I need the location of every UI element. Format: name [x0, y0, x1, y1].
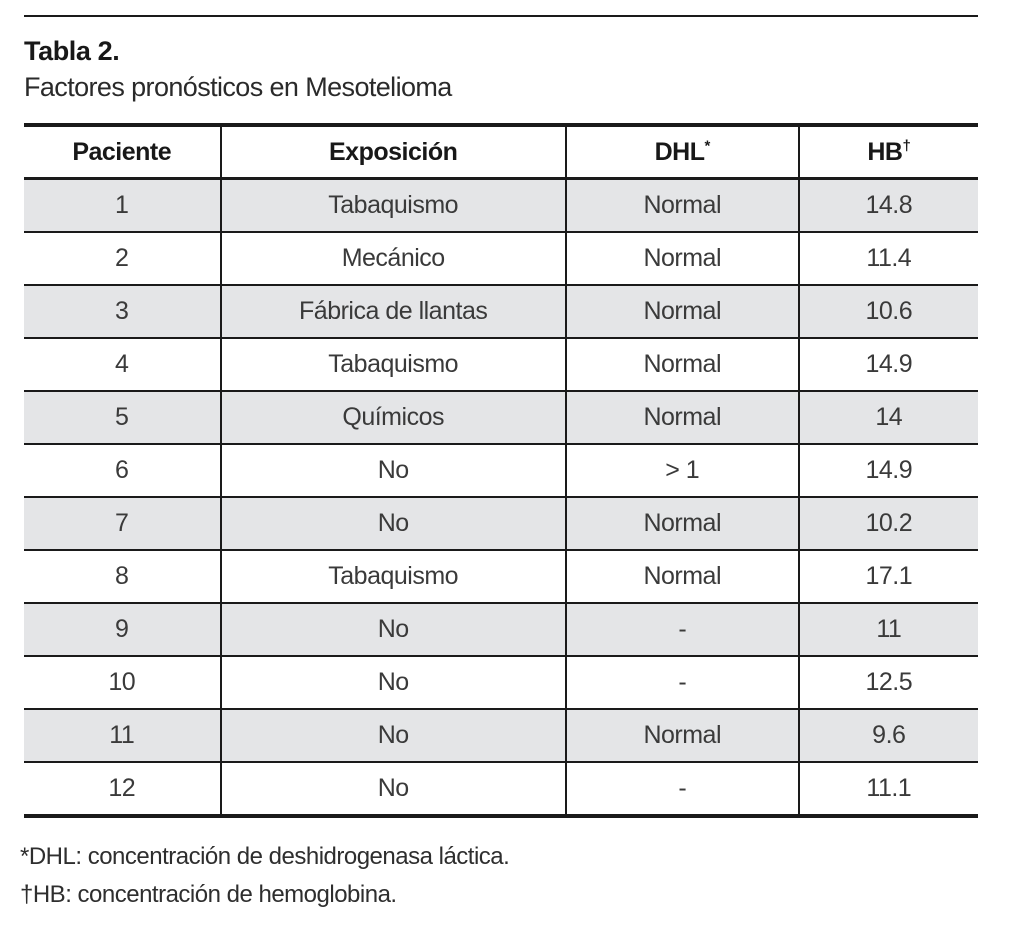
cell-exposicion: Mecánico: [219, 231, 566, 285]
cell-hb: 12.5: [797, 655, 978, 709]
cell-hb: 11: [797, 602, 978, 656]
table-row: 2 Mecánico Normal 11.4: [24, 231, 978, 285]
cell-exposicion: Tabaquismo: [219, 337, 566, 391]
col-header-dhl: DHL*: [564, 125, 799, 180]
table-row: 6 No > 1 14.9: [24, 443, 978, 497]
cell-hb: 14.9: [797, 443, 978, 497]
col-header-label: Paciente: [72, 137, 172, 166]
cell-paciente: 7: [24, 496, 221, 550]
cell-dhl: Normal: [564, 496, 799, 550]
cell-exposicion: Químicos: [219, 390, 566, 444]
cell-paciente: 1: [24, 178, 221, 232]
col-header-paciente: Paciente: [24, 125, 221, 180]
cell-exposicion: No: [219, 443, 566, 497]
cell-hb: 17.1: [797, 549, 978, 603]
table-row: 11 No Normal 9.6: [24, 708, 978, 762]
cell-dhl: Normal: [564, 178, 799, 232]
table-row: 4 Tabaquismo Normal 14.9: [24, 337, 978, 391]
cell-hb: 14.9: [797, 337, 978, 391]
footnote-marker-asterisk: *: [704, 137, 711, 155]
col-header-label: DHL: [654, 137, 705, 166]
cell-hb: 10.6: [797, 284, 978, 338]
cell-exposicion: Fábrica de llantas: [219, 284, 566, 338]
footnote-dhl: *DHL: concentración de deshidrogenasa lá…: [20, 843, 510, 870]
cell-dhl: -: [564, 761, 799, 816]
cell-paciente: 4: [24, 337, 221, 391]
cell-paciente: 3: [24, 284, 221, 338]
cell-hb: 10.2: [797, 496, 978, 550]
cell-paciente: 11: [24, 708, 221, 762]
col-header-hb: HB†: [797, 125, 978, 180]
table-title: Tabla 2.: [24, 36, 120, 66]
cell-dhl: Normal: [564, 549, 799, 603]
table-row: 9 No - 11: [24, 602, 978, 656]
cell-dhl: Normal: [564, 337, 799, 391]
table-row: 12 No - 11.1: [24, 761, 978, 816]
table-row: 5 Químicos Normal 14: [24, 390, 978, 444]
cell-exposicion: No: [219, 655, 566, 709]
table-body: 1 Tabaquismo Normal 14.8 2 Mecánico Norm…: [24, 178, 978, 816]
cell-dhl: > 1: [564, 443, 799, 497]
cell-exposicion: No: [219, 708, 566, 762]
table-row: 3 Fábrica de llantas Normal 10.6: [24, 284, 978, 338]
prognostic-factors-table: Paciente Exposición DHL* HB† 1 Tabaquism…: [24, 123, 978, 818]
table-row: 1 Tabaquismo Normal 14.8: [24, 178, 978, 232]
cell-paciente: 12: [24, 761, 221, 816]
cell-dhl: Normal: [564, 284, 799, 338]
cell-hb: 11.1: [797, 761, 978, 816]
cell-exposicion: Tabaquismo: [219, 549, 566, 603]
table-row: 7 No Normal 10.2: [24, 496, 978, 550]
cell-exposicion: No: [219, 602, 566, 656]
cell-paciente: 6: [24, 443, 221, 497]
top-horizontal-rule: [24, 15, 978, 17]
cell-exposicion: No: [219, 761, 566, 816]
cell-paciente: 2: [24, 231, 221, 285]
cell-paciente: 8: [24, 549, 221, 603]
cell-dhl: -: [564, 655, 799, 709]
cell-dhl: Normal: [564, 231, 799, 285]
cell-hb: 11.4: [797, 231, 978, 285]
col-header-label: Exposición: [329, 137, 458, 166]
cell-paciente: 9: [24, 602, 221, 656]
cell-exposicion: No: [219, 496, 566, 550]
cell-hb: 14.8: [797, 178, 978, 232]
cell-paciente: 5: [24, 390, 221, 444]
table-footnotes: *DHL: concentración de deshidrogenasa lá…: [20, 838, 510, 914]
footnote-marker-dagger: †: [902, 137, 911, 155]
footnote-hb: †HB: concentración de hemoglobina.: [20, 881, 397, 908]
cell-paciente: 10: [24, 655, 221, 709]
table-row: 10 No - 12.5: [24, 655, 978, 709]
col-header-label: HB: [867, 137, 903, 166]
header-row: Paciente Exposición DHL* HB†: [24, 125, 978, 180]
cell-exposicion: Tabaquismo: [219, 178, 566, 232]
table-header: Paciente Exposición DHL* HB†: [24, 125, 978, 180]
table-row: 8 Tabaquismo Normal 17.1: [24, 549, 978, 603]
cell-dhl: Normal: [564, 390, 799, 444]
table-subtitle: Factores pronósticos en Mesotelioma: [24, 72, 452, 102]
cell-hb: 14: [797, 390, 978, 444]
cell-dhl: -: [564, 602, 799, 656]
col-header-exposicion: Exposición: [219, 125, 566, 180]
cell-dhl: Normal: [564, 708, 799, 762]
cell-hb: 9.6: [797, 708, 978, 762]
